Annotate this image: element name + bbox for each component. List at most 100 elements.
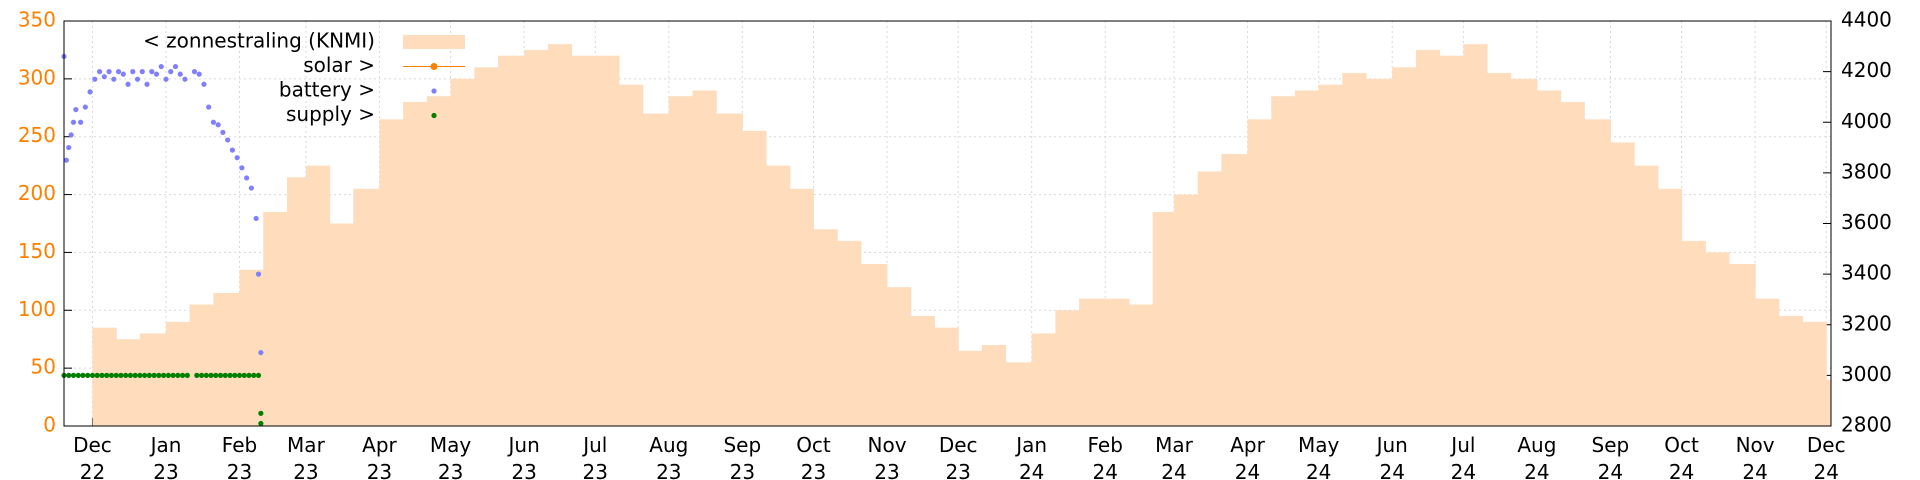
x-tick-label: Jun 24	[1376, 433, 1408, 480]
radiation-bar	[1729, 264, 1756, 426]
data-point	[258, 349, 264, 356]
radiation-bar	[1463, 44, 1488, 427]
data-point	[108, 372, 115, 378]
data-point	[66, 372, 72, 378]
data-point	[85, 372, 91, 378]
data-point	[248, 185, 254, 191]
x-tick-label: Mar 24	[1155, 433, 1193, 480]
radiation-bar	[642, 113, 670, 427]
radiation-bar	[239, 269, 264, 426]
radiation-bar	[837, 240, 862, 426]
radiation-bar	[595, 55, 620, 426]
radiation-bar	[1152, 211, 1175, 426]
y-tick-label: 100	[18, 297, 56, 321]
data-point	[253, 215, 259, 222]
radiation-bar	[1055, 310, 1080, 426]
y-tick-label: 150	[18, 239, 56, 263]
legend-swatch	[431, 88, 437, 94]
x-tick-label: Jul 24	[1450, 433, 1477, 480]
data-point	[227, 372, 233, 378]
x-tick-label: Sep 24	[1591, 433, 1630, 480]
data-point	[134, 76, 141, 82]
y2-tick-label: 4000	[1841, 109, 1892, 133]
data-point	[66, 144, 72, 151]
radiation-bar	[1826, 379, 1832, 426]
radiation-bar	[474, 67, 499, 427]
legend-swatch	[403, 35, 465, 49]
radiation-bar	[813, 229, 838, 426]
y-tick-label: 300	[18, 65, 56, 89]
radiation-bar	[1610, 142, 1635, 426]
data-point	[184, 372, 190, 378]
x-tick-label: May 23	[429, 433, 472, 480]
radiation-bar	[910, 316, 935, 426]
radiation-bar	[116, 339, 141, 426]
data-point	[104, 372, 110, 378]
radiation-bar	[286, 177, 307, 426]
data-point	[161, 372, 167, 378]
x-tick-label: Jul 23	[582, 433, 609, 480]
data-point	[244, 175, 250, 181]
data-point	[78, 119, 84, 125]
data-point	[127, 372, 134, 378]
data-point	[70, 119, 77, 125]
y2-tick-label: 3600	[1841, 210, 1892, 234]
data-point	[68, 132, 74, 138]
x-tick-label: Oct 23	[796, 433, 831, 480]
data-point	[246, 372, 252, 378]
data-point	[234, 155, 240, 161]
data-point	[165, 372, 171, 378]
radiation-bar	[498, 55, 525, 426]
legend-swatch	[431, 112, 437, 119]
data-point	[151, 372, 157, 378]
radiation-bar	[887, 287, 912, 426]
data-point	[213, 372, 219, 378]
legend-label: supply >	[286, 102, 375, 126]
y-tick-label: 350	[18, 8, 56, 32]
data-point	[113, 372, 119, 378]
data-point	[75, 372, 81, 378]
data-point	[170, 372, 176, 378]
x-tick-label: Aug 23	[649, 433, 689, 480]
radiation-bar	[1271, 96, 1296, 426]
legend-label: solar >	[303, 53, 375, 77]
data-point	[123, 372, 129, 378]
radiation-bar	[524, 49, 549, 427]
data-point	[125, 81, 131, 87]
data-point	[149, 69, 155, 75]
data-point	[206, 104, 212, 110]
data-point	[201, 81, 207, 87]
data-point	[191, 69, 198, 75]
data-point	[177, 71, 183, 77]
data-point	[255, 372, 262, 378]
x-tick-label: Oct 24	[1664, 433, 1699, 480]
radiation-bar	[571, 55, 596, 426]
radiation-bar	[934, 327, 959, 426]
radiation-bar	[1755, 298, 1780, 426]
radiation-bar	[1128, 304, 1154, 426]
x-tick-label: Feb 23	[221, 433, 258, 480]
data-point	[203, 372, 209, 378]
data-point	[198, 372, 205, 378]
data-point	[163, 76, 169, 82]
data-point	[225, 137, 231, 143]
radiation-bar	[379, 119, 404, 426]
data-point	[255, 271, 262, 277]
radiation-bar	[1392, 67, 1417, 427]
radiation-bar	[1584, 119, 1611, 426]
data-point	[258, 420, 264, 427]
data-point	[239, 165, 245, 171]
radiation-bar	[1005, 362, 1033, 426]
radiation-bar	[668, 96, 694, 426]
radiation-bar	[981, 345, 1007, 426]
data-point	[146, 372, 152, 378]
x-tick-label: Mar 23	[287, 433, 325, 480]
data-point	[80, 372, 86, 378]
radiation-bar	[1487, 73, 1512, 427]
legend-swatch	[430, 63, 438, 70]
y2-tick-label: 3800	[1841, 159, 1892, 183]
radiation-bar	[305, 165, 331, 426]
radiation-bar	[619, 84, 644, 427]
data-point	[73, 106, 79, 113]
x-tick-label: Aug 24	[1517, 433, 1557, 480]
